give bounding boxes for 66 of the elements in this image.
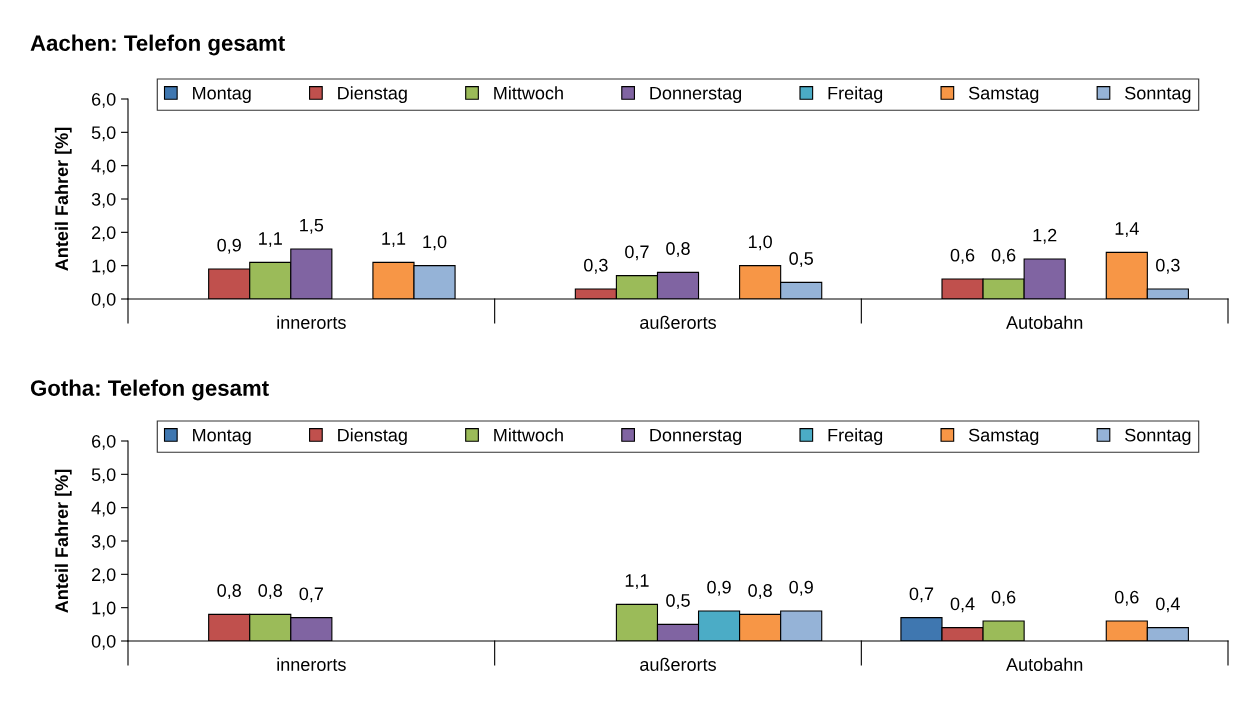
x-tick-label: innerorts: [277, 315, 346, 329]
chart-title: Aachen: Telefon gesamt: [30, 34, 285, 56]
legend-label: Donnerstag: [650, 428, 742, 446]
y-tick-label: 4,0: [91, 501, 116, 517]
data-label: 0,5: [789, 252, 813, 268]
legend-label: Samstag: [968, 428, 1039, 446]
legend-label: Sonntag: [1125, 86, 1191, 104]
x-tick-label: Autobahn: [1006, 657, 1083, 671]
data-label: 0,6: [991, 590, 1016, 606]
x-tick-label: außerorts: [640, 315, 716, 329]
data-label: 1,0: [748, 235, 772, 251]
data-label: 0,5: [666, 594, 690, 610]
y-tick-label: 5,0: [91, 126, 116, 142]
data-label: 0,8: [748, 584, 772, 600]
y-tick-label: 6,0: [92, 92, 116, 108]
data-label: 1,2: [1033, 228, 1057, 244]
data-label: 0,6: [1114, 590, 1139, 606]
legend-label: Dienstag: [338, 428, 407, 446]
x-tick-label: Autobahn: [1006, 315, 1083, 329]
data-label: 0,7: [625, 245, 649, 261]
y-tick-label: 3,0: [91, 534, 116, 550]
y-tick-label: 1,0: [92, 259, 116, 275]
data-label: 0,3: [584, 258, 608, 274]
data-label: 0,9: [217, 238, 241, 254]
data-label: 1,1: [259, 232, 282, 248]
legend-label: Donnerstag: [650, 86, 742, 104]
y-tick-label: 1,0: [92, 601, 116, 617]
x-tick-label: innerorts: [277, 657, 346, 671]
data-label: 0,6: [950, 248, 975, 264]
data-label: 0,8: [666, 242, 690, 258]
data-label: 0,8: [258, 584, 283, 600]
y-axis-title: Anteil Fahrer [%]: [54, 469, 72, 613]
data-label: 0,9: [707, 580, 731, 596]
legend-label: Freitag: [828, 86, 883, 104]
legend-label: Mittwoch: [494, 86, 563, 100]
y-tick-label: 2,0: [92, 568, 116, 584]
data-label: 1,1: [625, 574, 649, 590]
y-tick-label: 5,0: [91, 468, 116, 484]
data-label: 1,4: [1115, 222, 1139, 238]
data-label: 0,8: [217, 584, 241, 600]
data-label: 1,1: [382, 232, 406, 248]
legend-label: Dienstag: [338, 86, 407, 104]
data-label: 0,3: [1156, 258, 1180, 274]
chart-title: Gotha: Telefon gesamt: [30, 379, 269, 401]
legend-label: Montag: [193, 428, 251, 446]
y-tick-label: 0,0: [91, 292, 116, 308]
y-tick-label: 6,0: [92, 434, 116, 450]
y-tick-label: 3,0: [91, 192, 116, 208]
y-tick-label: 2,0: [92, 226, 116, 242]
y-axis-title: Anteil Fahrer [%]: [54, 127, 72, 271]
legend-label: Montag: [193, 86, 251, 104]
data-label: 0,6: [991, 248, 1016, 264]
data-label: 0,4: [1156, 597, 1180, 613]
legend-label: Mittwoch: [494, 428, 563, 442]
data-label: 0,7: [299, 587, 323, 603]
data-label: 0,9: [789, 580, 813, 596]
data-label: 1,0: [423, 235, 447, 251]
data-label: 0,7: [909, 587, 934, 603]
x-tick-label: außerorts: [640, 657, 716, 671]
legend-label: Freitag: [828, 428, 883, 446]
legend-label: Samstag: [968, 86, 1039, 104]
y-tick-label: 4,0: [91, 159, 116, 175]
data-label: 1,5: [300, 218, 324, 234]
y-tick-label: 0,0: [91, 634, 116, 650]
data-label: 0,4: [950, 597, 975, 613]
legend-label: Sonntag: [1125, 428, 1191, 446]
